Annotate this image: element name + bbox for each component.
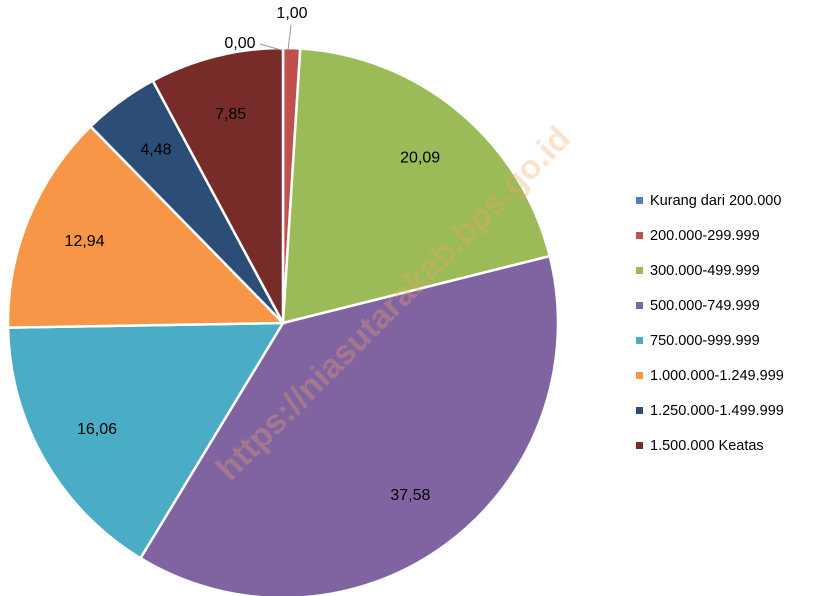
data-label: 20,09 [400,149,440,166]
legend-label: 300.000-499.999 [650,263,760,279]
leader-line [287,24,292,51]
legend-swatch [636,267,643,274]
pie-slice [6,321,286,560]
legend-label: 1.000.000-1.249.999 [650,368,784,384]
legend-label: 1.500.000 Keatas [650,438,764,454]
data-label: 7,85 [215,106,246,123]
leader-line [259,43,282,51]
data-label: 0,00 [224,35,255,52]
legend-swatch [636,302,643,309]
legend-swatch [636,337,643,344]
legend-swatch [636,372,643,379]
legend-swatch [636,407,643,414]
data-label: 16,06 [77,421,117,438]
legend-label: Kurang dari 200.000 [650,193,781,209]
pie-slice [281,47,552,325]
data-label: 1,00 [276,5,307,22]
pie-slice [138,254,560,596]
data-labels: 0,00 1,00 20,09 37,58 16,06 12,94 4,48 7,85 [65,5,441,504]
legend: Kurang dari 200.000 200.000-299.999 300.00… [636,193,784,454]
legend-label: 200.000-299.999 [650,228,760,244]
pie-slice [6,124,286,329]
data-label: 12,94 [65,233,105,250]
legend-swatch [636,197,643,204]
pie-slice [151,46,285,324]
data-label: 37,58 [390,487,430,504]
legend-label: 750.000-999.999 [650,333,760,349]
legend-label: 500.000-749.999 [650,298,760,314]
legend-label: 1.250.000-1.499.999 [650,403,784,419]
data-label: 4,48 [140,141,171,158]
legend-swatch [636,232,643,239]
pie [6,46,560,596]
legend-swatch [636,442,643,449]
